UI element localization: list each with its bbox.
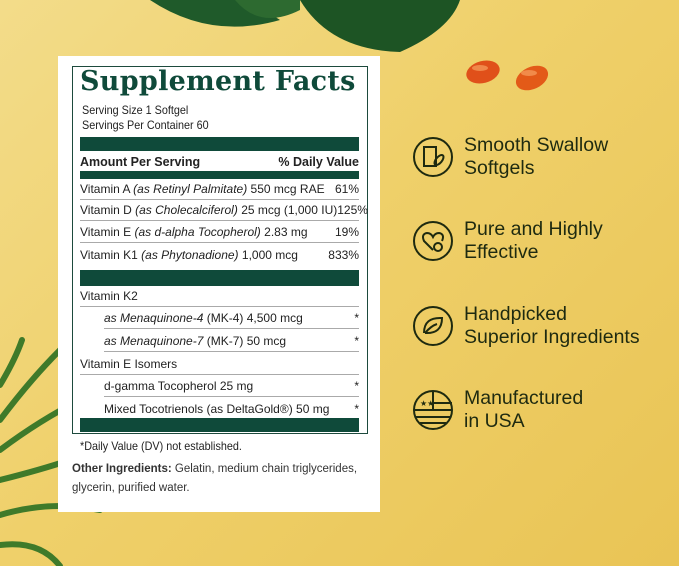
supplement-facts-box	[72, 66, 368, 434]
palm-leaf	[235, 0, 300, 18]
dv-header: % Daily Value	[278, 154, 359, 169]
us-flag-icon: ★★	[413, 390, 453, 430]
nutrient-row: Vitamin D (as Cholecalciferol) 25 mcg (1…	[80, 200, 368, 221]
other-ingredients-cont: glycerin, purified water.	[72, 482, 190, 494]
e-isomers-heading: Vitamin E Isomers	[80, 354, 359, 375]
other-ingredients: Other Ingredients: Gelatin, medium chain…	[72, 463, 358, 475]
feature-smooth-swallow: Smooth Swallow Softgels	[412, 132, 672, 182]
heart-check-icon	[413, 221, 453, 261]
nutrient-row: Vitamin A (as Retinyl Palmitate) 550 mcg…	[80, 179, 359, 200]
svg-text:★★: ★★	[420, 399, 434, 408]
divider-bar	[80, 418, 359, 432]
servings-per-container: Servings Per Container 60	[82, 118, 209, 132]
divider-bar	[80, 270, 359, 286]
column-header: Amount Per Serving % Daily Value	[80, 151, 359, 172]
nutrient-row: Vitamin E (as d-alpha Tocopherol) 2.83 m…	[80, 222, 359, 243]
amount-header: Amount Per Serving	[80, 154, 201, 169]
palm-leaf	[300, 0, 460, 52]
feature-usa: ★★ Manufactured in USA	[412, 385, 672, 435]
serving-size: Serving Size 1 Softgel	[82, 103, 189, 117]
divider-bar	[80, 171, 359, 179]
e-isomer-row: d-gamma Tocopherol 25 mg *	[104, 376, 359, 397]
footnote: *Daily Value (DV) not established.	[80, 439, 242, 453]
feature-handpicked: Handpicked Superior Ingredients	[412, 301, 672, 351]
k2-row: as Menaquinone-7 (MK-7) 50 mcg *	[104, 331, 359, 352]
feature-pure-effective: Pure and Highly Effective	[412, 216, 672, 266]
label-title: Supplement Facts	[80, 66, 356, 97]
nutrient-row: Vitamin K1 (as Phytonadione) 1,000 mcg 83…	[80, 247, 359, 262]
k2-heading: Vitamin K2	[80, 286, 359, 307]
k2-row: as Menaquinone-4 (MK-4) 4,500 mcg *	[104, 308, 359, 329]
fern-leaves	[0, 337, 103, 566]
glass-softgel-icon	[413, 137, 453, 177]
softgels-image	[466, 60, 549, 91]
leaf-icon	[413, 306, 453, 346]
divider-bar	[80, 137, 359, 151]
e-isomer-row: Mixed Tocotrienols (as DeltaGold®) 50 mg…	[104, 401, 359, 416]
